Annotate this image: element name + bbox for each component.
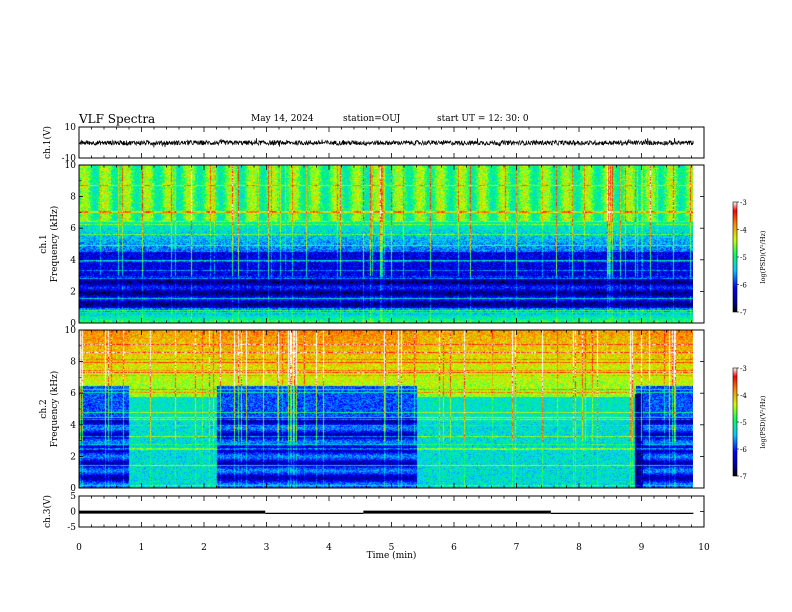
- x-tick-label: 3: [264, 543, 270, 553]
- colorbar-label: log(PSD)(V²/Hz): [759, 395, 767, 448]
- y-tick-label: 2: [70, 287, 76, 297]
- y-tick-label: 0: [70, 484, 76, 494]
- ch1-waveform-line: [78, 137, 694, 148]
- colorbar-tick-label: -3: [740, 199, 747, 207]
- x-tick-label: 7: [514, 543, 520, 553]
- y-tick-label: 4: [70, 421, 76, 431]
- start-time-label: start UT = 12: 30: 0: [437, 114, 529, 124]
- y-tick-label: 2: [70, 452, 76, 462]
- ch1-spectrogram-heatmap: [79, 165, 693, 323]
- x-tick-label: 6: [451, 543, 457, 553]
- x-tick-label: 1: [139, 543, 145, 553]
- y-axis-label: ch.3(V): [42, 495, 53, 528]
- y-axis-label: ch.1(V): [42, 126, 53, 159]
- x-axis-label: Time (min): [367, 550, 417, 561]
- chart-title: VLF Spectra: [79, 112, 156, 126]
- y-axis-label: Frequency (kHz): [49, 206, 60, 283]
- y-tick-label: 10: [65, 326, 77, 336]
- x-tick-label: 2: [201, 543, 207, 553]
- station-label: station=OUJ: [343, 114, 401, 124]
- y-tick-label: 8: [70, 358, 76, 368]
- y-tick-label: 0: [70, 319, 76, 329]
- x-tick-label: 8: [576, 543, 582, 553]
- y-tick-label: 10: [65, 123, 77, 133]
- colorbar-tick-label: -7: [740, 473, 747, 481]
- colorbar: [732, 201, 738, 313]
- x-tick-label: 10: [698, 543, 710, 553]
- y-axis-label: ch.2: [39, 399, 49, 418]
- y-tick-label: 10: [65, 161, 77, 171]
- y-tick-label: 6: [70, 389, 76, 399]
- colorbar-tick-label: -3: [740, 365, 747, 373]
- colorbar-label: log(PSD)(V²/Hz): [759, 230, 767, 283]
- y-tick-label: 0: [70, 508, 76, 518]
- y-tick-label: 6: [70, 224, 76, 234]
- y-tick-label: 8: [70, 193, 76, 203]
- colorbar: [732, 367, 738, 477]
- y-axis-label: Frequency (kHz): [49, 371, 60, 448]
- x-tick-label: 5: [389, 543, 395, 553]
- y-tick-label: 4: [70, 256, 76, 266]
- ch2-spectrogram-heatmap: [79, 330, 693, 488]
- x-tick-label: 4: [326, 543, 332, 553]
- x-tick-label: 0: [76, 543, 82, 553]
- colorbar-tick-label: -6: [740, 282, 747, 290]
- colorbar-tick-label: -4: [740, 392, 747, 400]
- date-label: May 14, 2024: [251, 114, 314, 124]
- colorbar-tick-label: -7: [740, 309, 747, 317]
- colorbar-tick-label: -5: [740, 254, 747, 262]
- colorbar-tick-label: -6: [740, 446, 747, 454]
- y-tick-label: -5: [67, 523, 76, 533]
- colorbar-tick-label: -5: [740, 419, 747, 427]
- colorbar-tick-label: -4: [740, 227, 747, 235]
- y-tick-label: 5: [70, 492, 76, 502]
- y-tick-label: -10: [62, 154, 77, 164]
- y-axis-label: ch.1: [39, 234, 49, 253]
- x-tick-label: 9: [639, 543, 645, 553]
